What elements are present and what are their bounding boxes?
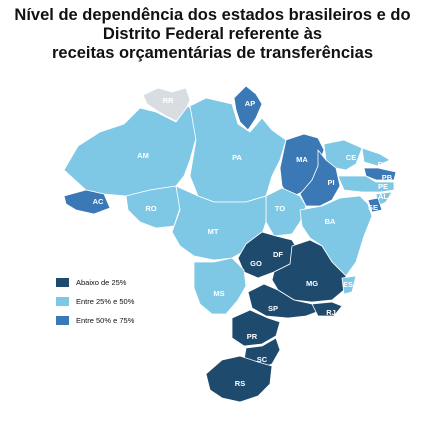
state-label-mg: MG (306, 279, 318, 288)
state-mg (271, 239, 347, 303)
legend-label-low: Abaixo de 25% (76, 278, 127, 287)
map-title: Nível de dependência dos estados brasile… (0, 6, 425, 63)
state-label-sp: SP (268, 304, 278, 313)
state-ba (299, 195, 373, 277)
state-label-pb: PB (382, 173, 393, 182)
state-to (265, 187, 307, 237)
state-label-ma: MA (296, 155, 308, 164)
state-label-rs: RS (235, 379, 245, 388)
state-label-ap: AP (245, 99, 255, 108)
state-am (63, 105, 201, 197)
state-label-rr: RR (163, 96, 174, 105)
state-label-pa: PA (232, 153, 242, 162)
state-rs (205, 355, 273, 403)
state-label-se: SE (368, 203, 378, 212)
state-label-ms: MS (213, 289, 224, 298)
legend-item-mid: Entre 25% e 50% (56, 295, 134, 308)
legend-swatch-mid (56, 297, 69, 306)
state-label-pe: PE (378, 182, 388, 191)
state-label-es: ES (343, 280, 353, 289)
title-line-1: Nível de dependência dos estados brasile… (14, 6, 411, 24)
state-label-ac: AC (93, 197, 104, 206)
state-label-al: AL (378, 192, 388, 201)
state-label-sc: SC (257, 355, 268, 364)
state-label-ro: RO (145, 204, 156, 213)
legend-label-mid: Entre 25% e 50% (76, 297, 135, 306)
state-label-rj: RJ (326, 308, 336, 317)
state-label-ba: BA (325, 217, 336, 226)
state-label-pi: PI (327, 178, 334, 187)
legend-label-high: Entre 50% e 75% (76, 316, 135, 325)
state-label-to: TO (275, 204, 285, 213)
title-line-2: Distrito Federal referente às (102, 25, 323, 43)
legend-item-low: Abaixo de 25% (56, 276, 134, 289)
state-ac (63, 189, 111, 215)
state-es (341, 275, 357, 295)
state-label-rn: RN (378, 160, 389, 169)
state-pr (231, 309, 281, 347)
state-label-df: DF (273, 250, 283, 259)
legend-item-high: Entre 50% e 75% (56, 314, 134, 327)
map-legend: Abaixo de 25% Entre 25% e 50% Entre 50% … (56, 276, 134, 333)
state-label-mt: MT (208, 227, 219, 236)
state-label-ce: CE (346, 153, 356, 162)
legend-swatch-low (56, 278, 69, 287)
state-rn (361, 147, 391, 167)
state-label-go: GO (250, 259, 262, 268)
state-se (367, 197, 383, 213)
state-pa (189, 97, 287, 203)
legend-swatch-high (56, 316, 69, 325)
state-ms (193, 257, 247, 315)
state-label-am: AM (137, 151, 149, 160)
state-rj (311, 301, 343, 317)
state-ap (233, 85, 263, 131)
title-line-3: receitas orçamentárias de transferências (51, 44, 373, 62)
state-pe (337, 175, 395, 193)
state-label-pr: PR (247, 332, 258, 341)
